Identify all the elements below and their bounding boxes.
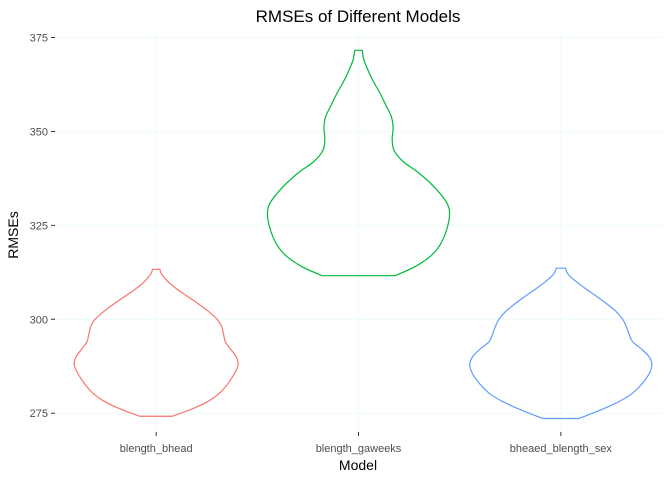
axis-layer: 275 300 325 350 375 blength_bhead blength_gawe… xyxy=(30,33,613,455)
y-tick-label: 325 xyxy=(30,220,48,232)
y-tick-label: 275 xyxy=(30,408,48,420)
x-tick-label: bheaed_blength_sex xyxy=(510,443,613,455)
y-tick-label: 375 xyxy=(30,33,48,45)
violin-bheaed-blength-sex xyxy=(469,267,653,420)
x-tick-label: blength_gaweeks xyxy=(316,443,402,455)
chart-title: RMSEs of Different Models xyxy=(256,7,461,26)
grid-layer xyxy=(55,30,662,432)
y-tick-label: 350 xyxy=(30,126,48,138)
violin-blength-gaweeks xyxy=(266,49,451,277)
x-tick-label: blength_bhead xyxy=(120,443,193,455)
violin-layer xyxy=(73,49,653,420)
y-tick-label: 300 xyxy=(30,314,48,326)
violin-blength-bhead xyxy=(73,268,239,417)
x-axis-title: Model xyxy=(339,457,377,473)
y-axis-title: RMSEs xyxy=(5,211,21,258)
